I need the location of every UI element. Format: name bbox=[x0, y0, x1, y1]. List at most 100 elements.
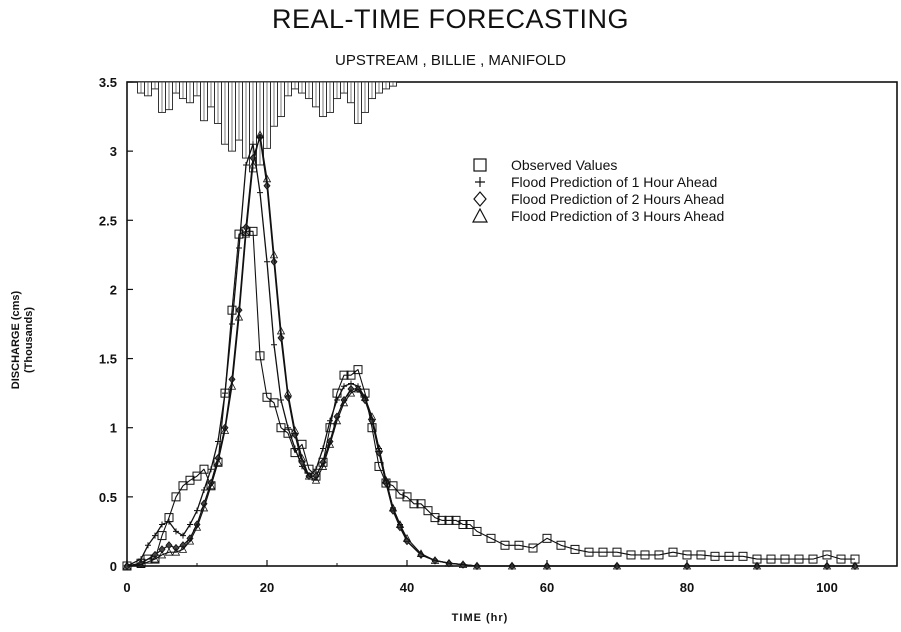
observed-point bbox=[262, 392, 272, 402]
prediction-3h-point bbox=[507, 561, 517, 570]
prediction-3h-point bbox=[220, 426, 230, 434]
prediction-1h-point bbox=[264, 258, 270, 265]
observed-point bbox=[339, 370, 349, 380]
observed-point bbox=[710, 551, 720, 561]
prediction-3h-point bbox=[241, 229, 251, 238]
prediction-3h-point bbox=[311, 475, 321, 484]
prediction-1h-point bbox=[145, 542, 151, 549]
prediction-1h-point bbox=[187, 521, 193, 528]
observed-point bbox=[808, 554, 818, 564]
observed-point bbox=[171, 492, 181, 502]
prediction-1h-point bbox=[222, 390, 228, 397]
observed-point bbox=[640, 550, 650, 560]
prediction-3h-point bbox=[612, 561, 622, 570]
y-tick-label: 3 bbox=[110, 144, 117, 159]
prediction-3h-point bbox=[458, 560, 468, 569]
observed-point bbox=[724, 551, 734, 561]
prediction-1h-point bbox=[166, 518, 172, 525]
prediction-1h-point bbox=[320, 445, 326, 452]
prediction-3h-point bbox=[276, 326, 286, 335]
observed-point bbox=[402, 492, 412, 502]
x-tick-label: 0 bbox=[123, 580, 130, 595]
prediction-1h-point bbox=[180, 532, 186, 539]
observed-point bbox=[766, 554, 776, 564]
y-tick-label: 1.5 bbox=[99, 352, 117, 367]
prediction-1h-point bbox=[327, 417, 333, 424]
prediction-3h-point bbox=[304, 471, 314, 480]
prediction-1h-point bbox=[250, 141, 256, 148]
observed-point bbox=[514, 540, 524, 550]
prediction-1h-line bbox=[126, 143, 855, 567]
observed-line bbox=[126, 230, 855, 567]
observed-point bbox=[598, 547, 608, 557]
prediction-3h-point bbox=[430, 556, 440, 564]
legend-observed: Observed Values bbox=[511, 157, 617, 173]
prediction-3h-point bbox=[297, 453, 307, 462]
prediction-1h-point bbox=[194, 507, 200, 514]
prediction-1h-point bbox=[236, 244, 242, 251]
observed-point bbox=[178, 481, 188, 491]
prediction-3h-point bbox=[283, 388, 293, 397]
observed-point bbox=[528, 543, 538, 553]
x-tick-label: 60 bbox=[540, 580, 554, 595]
prediction-3h-point bbox=[157, 550, 167, 559]
observed-point bbox=[836, 554, 846, 564]
prediction-1h-point bbox=[278, 397, 284, 404]
observed-point bbox=[794, 554, 804, 564]
prediction-3h-point bbox=[472, 561, 482, 570]
observed-point bbox=[584, 547, 594, 557]
y-tick-label: 0.5 bbox=[99, 490, 117, 505]
prediction-3h-point bbox=[374, 444, 384, 452]
observed-point bbox=[346, 370, 356, 380]
observed-point bbox=[444, 515, 454, 525]
observed-point bbox=[395, 489, 405, 499]
prediction-3h-point bbox=[255, 130, 265, 138]
prediction-2h-point bbox=[165, 541, 173, 550]
prediction-3h-point bbox=[164, 547, 174, 556]
prediction-3h-point bbox=[227, 381, 237, 390]
prediction-3h-point bbox=[122, 561, 132, 570]
prediction-3h-point bbox=[136, 560, 146, 569]
prediction-3h-point bbox=[290, 426, 300, 434]
legend-plus-icon bbox=[475, 177, 485, 187]
observed-point bbox=[542, 533, 552, 543]
observed-point bbox=[248, 226, 258, 236]
prediction-1h-point bbox=[201, 486, 207, 493]
prediction-3h-point bbox=[367, 412, 377, 421]
prediction-3h-point bbox=[185, 536, 195, 545]
prediction-3h-point bbox=[171, 547, 181, 556]
prediction-1h-point bbox=[285, 424, 291, 431]
prediction-3h-point bbox=[822, 561, 832, 570]
y-tick-label: 2 bbox=[110, 282, 117, 297]
observed-point bbox=[234, 229, 244, 239]
observed-point bbox=[465, 520, 475, 530]
prediction-3h-point bbox=[262, 174, 272, 183]
observed-point bbox=[486, 533, 496, 543]
prediction-1h-point bbox=[159, 521, 165, 528]
x-axis-label: TIME (hr) bbox=[451, 612, 509, 624]
prediction-3h-point bbox=[318, 462, 328, 470]
observed-point bbox=[255, 351, 265, 361]
y-tick-label: 2.5 bbox=[99, 213, 117, 228]
prediction-2h-point bbox=[270, 257, 278, 266]
observed-point bbox=[269, 398, 279, 408]
prediction-3h-line bbox=[126, 133, 855, 567]
observed-point bbox=[409, 499, 419, 509]
prediction-1h-point bbox=[152, 532, 158, 539]
prediction-3h-point bbox=[381, 475, 391, 484]
prediction-3h-point bbox=[416, 549, 426, 557]
legend-prediction-2h: Flood Prediction of 2 Hours Ahead bbox=[511, 191, 724, 207]
prediction-3h-point bbox=[325, 439, 335, 448]
observed-point bbox=[423, 506, 433, 516]
prediction-3h-point bbox=[234, 312, 244, 321]
prediction-3h-point bbox=[395, 520, 405, 528]
x-tick-label: 100 bbox=[816, 580, 838, 595]
prediction-3h-point bbox=[269, 250, 279, 259]
observed-point bbox=[668, 547, 678, 557]
prediction-1h-point bbox=[313, 466, 319, 473]
prediction-3h-point bbox=[332, 416, 342, 425]
observed-point bbox=[437, 515, 447, 525]
observed-point bbox=[500, 540, 510, 550]
legend-square-icon bbox=[473, 158, 487, 172]
